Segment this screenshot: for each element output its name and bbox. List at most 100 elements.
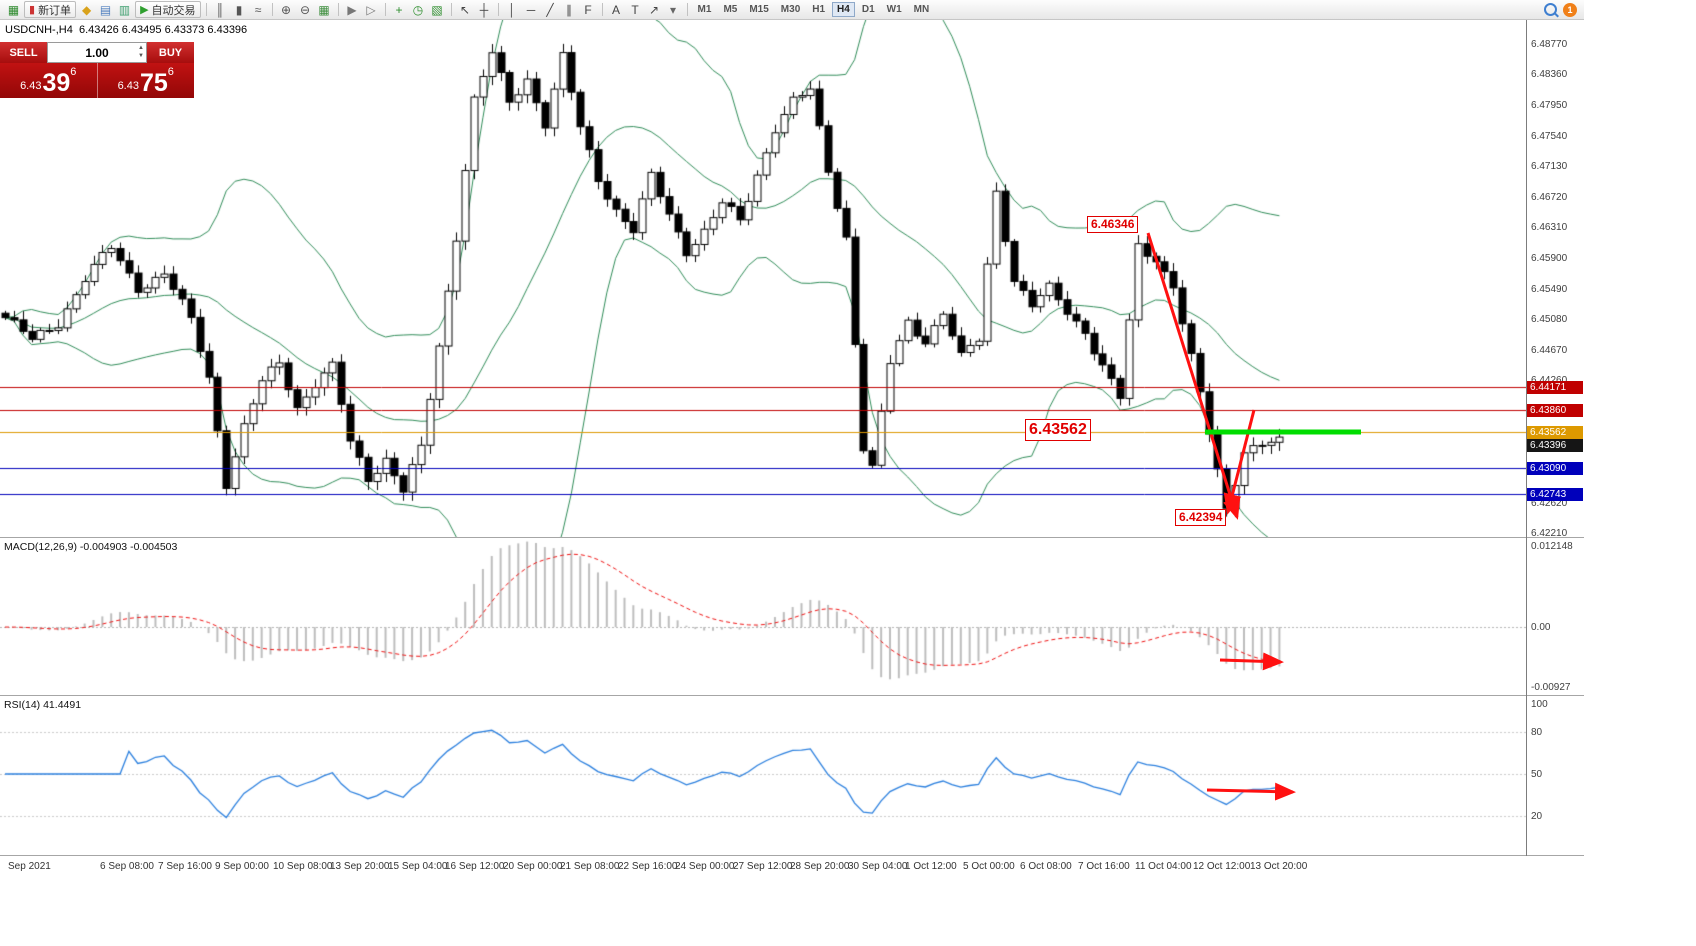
fibonacci-icon[interactable]: F [579,2,598,18]
sell-price[interactable]: 6.43 39 6 [0,63,97,98]
price-axis-label: 6.42210 [1531,528,1568,540]
tile-windows-icon[interactable]: ▦ [315,2,334,18]
candlestick-chart-icon[interactable]: ▮ [230,2,249,18]
search-icon [1544,3,1557,16]
price-axis[interactable]: 6.48770 6.48360 6.47950 6.47540 6.47130 6.467… [1526,20,1584,856]
new-chart-icon[interactable]: ▦ [4,2,23,18]
new-order-button[interactable]: ▮ 新订单 [24,1,77,18]
vertical-line-icon-glyph: │ [508,2,516,17]
price-axis-label: 6.47950 [1531,100,1568,112]
timeframe-h4[interactable]: H4 [832,2,855,17]
ohlc-info: USDCNH-,H4 6.43426 6.43495 6.43373 6.433… [5,24,248,36]
arrows-icon[interactable]: ↗ [645,2,664,18]
toolbar-separator [205,3,207,16]
panel-separator[interactable] [0,695,1584,696]
autotrading-button[interactable]: ▶ 自动交易 [135,1,201,18]
channel-icon-glyph: ∥ [566,2,573,17]
dropdown-icon[interactable]: ▾ [664,2,683,18]
macd-panel[interactable]: MACD(12,26,9) -0.004903 -0.004503 [0,538,1526,695]
price-axis-label: 6.48770 [1531,38,1568,50]
price-annotation[interactable]: 6.46346 [1087,216,1139,233]
chart-shift-icon[interactable]: ▷ [362,2,381,18]
vertical-line-icon[interactable]: │ [503,2,522,18]
text-icon-glyph: A [612,2,621,17]
price-axis-label: 6.44670 [1531,344,1568,356]
panel-separator[interactable] [0,537,1584,538]
timeframe-m30[interactable]: M30 [780,4,801,15]
price-axis-label: 6.44260 [1531,375,1567,386]
text-icon[interactable]: A [607,2,626,18]
price-tag: 6.43090 [1527,461,1583,475]
toolbar-separator [497,3,499,16]
award-icon[interactable]: ◆ [77,2,96,18]
timeframe-m5[interactable]: M5 [723,4,738,15]
notification-badge[interactable]: 1 [1563,2,1577,17]
channel-icon[interactable]: ∥ [560,2,579,18]
trendline-icon[interactable]: ╱ [541,2,560,18]
time-axis-label: 13 Oct 20:00 [1250,861,1308,872]
line-chart-icon[interactable]: ≈ [249,2,268,18]
tile-windows-icon-glyph: ▦ [318,2,330,17]
periods-icon[interactable]: ◷ [409,2,428,18]
rsi-axis-label: 100 [1531,699,1548,710]
volume-value[interactable]: 1.00 [85,45,109,60]
toolbar: ▦ ▮ 新订单 ◆ ▤ ▥ ▶ 自动交易 ║ ▮ ≈ ⊕ ⊖ ▦ ▶ ▷ + ◷ ▧ ↖ ┼ │ ─ ╱ ∥ F A T ↗ ▾ M1 M5 M… [0,0,1584,20]
time-axis-label: 7 Oct 16:00 [1078,861,1130,872]
time-axis-label: 12 Oct 12:00 [1193,861,1251,872]
main-chart-panel[interactable]: USDCNH-,H4 6.43426 6.43495 6.43373 6.433… [0,20,1526,537]
time-axis-label: 16 Sep 12:00 [445,861,505,872]
sell-button[interactable]: SELL [0,42,47,63]
price-tag: 6.43562 [1527,426,1583,440]
timeframe-m15[interactable]: M15 [749,4,769,15]
horizontal-line-icon[interactable]: ─ [522,2,541,18]
market-watch-icon[interactable]: ▥ [115,2,134,18]
macd-axis-label: 0.012148 [1531,541,1573,552]
price-annotation[interactable]: 6.42394 [1175,509,1227,526]
price-annotation[interactable]: 6.43562 [1025,419,1091,441]
templates-icon[interactable]: ▧ [428,2,447,18]
cursor-icon[interactable]: ↖ [456,2,475,18]
price-axis-label: 6.42620 [1531,497,1568,509]
autotrading-button-glyph: ▶ [140,4,149,16]
timeframe-m1[interactable]: M1 [697,4,712,15]
time-axis-label: 15 Sep 04:00 [388,861,448,872]
timeframe-mn[interactable]: MN [913,4,930,15]
sell-price-small: 6.43 [20,80,42,92]
timeframe-h1[interactable]: H1 [812,4,826,15]
time-axis-label: 28 Sep 20:00 [790,861,850,872]
layouts-icon-glyph: ▤ [99,2,112,17]
candlestick-chart-canvas[interactable] [0,20,1526,537]
time-axis-label: 1 Oct 12:00 [905,861,957,872]
horizontal-line-icon-glyph: ─ [526,2,536,17]
toolbar-separator [450,3,452,16]
timeframe-w1[interactable]: W1 [886,4,902,15]
bar-chart-icon[interactable]: ║ [211,2,230,18]
volume-input[interactable]: 1.00 ▲ ▼ [47,42,147,63]
search-icon[interactable] [1541,2,1560,18]
volume-down-button[interactable]: ▼ [138,53,144,59]
periods-icon-glyph: ◷ [412,2,424,17]
volume-up-button[interactable]: ▲ [138,45,144,51]
zoom-in-icon[interactable]: ⊕ [277,2,296,18]
indicators-icon[interactable]: + [390,2,409,18]
toolbar-separator [384,3,386,16]
zoom-out-icon[interactable]: ⊖ [296,2,315,18]
text-label-icon[interactable]: T [626,2,645,18]
toolbar-separator [337,3,339,16]
buy-button[interactable]: BUY [147,42,194,63]
time-axis[interactable]: Sep 2021 6 Sep 08:00 7 Sep 16:00 9 Sep 00:0… [0,856,1526,880]
market-watch-icon-glyph: ▥ [118,2,131,17]
price-axis-label: 6.48360 [1531,69,1568,81]
auto-scroll-icon[interactable]: ▶ [343,2,362,18]
layouts-icon[interactable]: ▤ [96,2,115,18]
chart-area: USDCNH-,H4 6.43426 6.43495 6.43373 6.433… [0,20,1584,946]
indicators-icon-glyph: + [395,2,403,17]
time-axis-label: 27 Sep 12:00 [733,861,793,872]
rsi-axis-label: 50 [1531,769,1543,780]
buy-price-sup: 6 [167,66,174,78]
timeframe-d1[interactable]: D1 [861,4,875,15]
price-tag: 6.43396 [1527,438,1583,452]
crosshair-icon[interactable]: ┼ [475,2,494,18]
rsi-panel[interactable]: RSI(14) 41.4491 [0,696,1526,855]
buy-price[interactable]: 6.43 75 6 [98,63,195,98]
